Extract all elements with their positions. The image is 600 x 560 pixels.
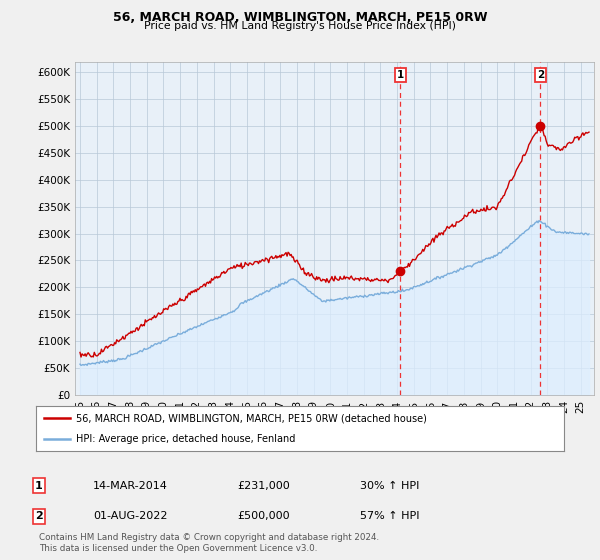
Text: 01-AUG-2022: 01-AUG-2022 — [93, 511, 167, 521]
Text: 56, MARCH ROAD, WIMBLINGTON, MARCH, PE15 0RW (detached house): 56, MARCH ROAD, WIMBLINGTON, MARCH, PE15… — [76, 413, 427, 423]
Text: 56, MARCH ROAD, WIMBLINGTON, MARCH, PE15 0RW: 56, MARCH ROAD, WIMBLINGTON, MARCH, PE15… — [113, 11, 487, 24]
Text: 1: 1 — [35, 480, 43, 491]
Text: 2: 2 — [536, 70, 544, 80]
Text: HPI: Average price, detached house, Fenland: HPI: Average price, detached house, Fenl… — [76, 433, 295, 444]
Text: 2: 2 — [35, 511, 43, 521]
Text: 14-MAR-2014: 14-MAR-2014 — [93, 480, 168, 491]
Text: £500,000: £500,000 — [237, 511, 290, 521]
Text: 1: 1 — [397, 70, 404, 80]
Text: Price paid vs. HM Land Registry's House Price Index (HPI): Price paid vs. HM Land Registry's House … — [144, 21, 456, 31]
Text: £231,000: £231,000 — [237, 480, 290, 491]
Text: 30% ↑ HPI: 30% ↑ HPI — [360, 480, 419, 491]
Text: 57% ↑ HPI: 57% ↑ HPI — [360, 511, 419, 521]
Text: Contains HM Land Registry data © Crown copyright and database right 2024.
This d: Contains HM Land Registry data © Crown c… — [39, 533, 379, 553]
